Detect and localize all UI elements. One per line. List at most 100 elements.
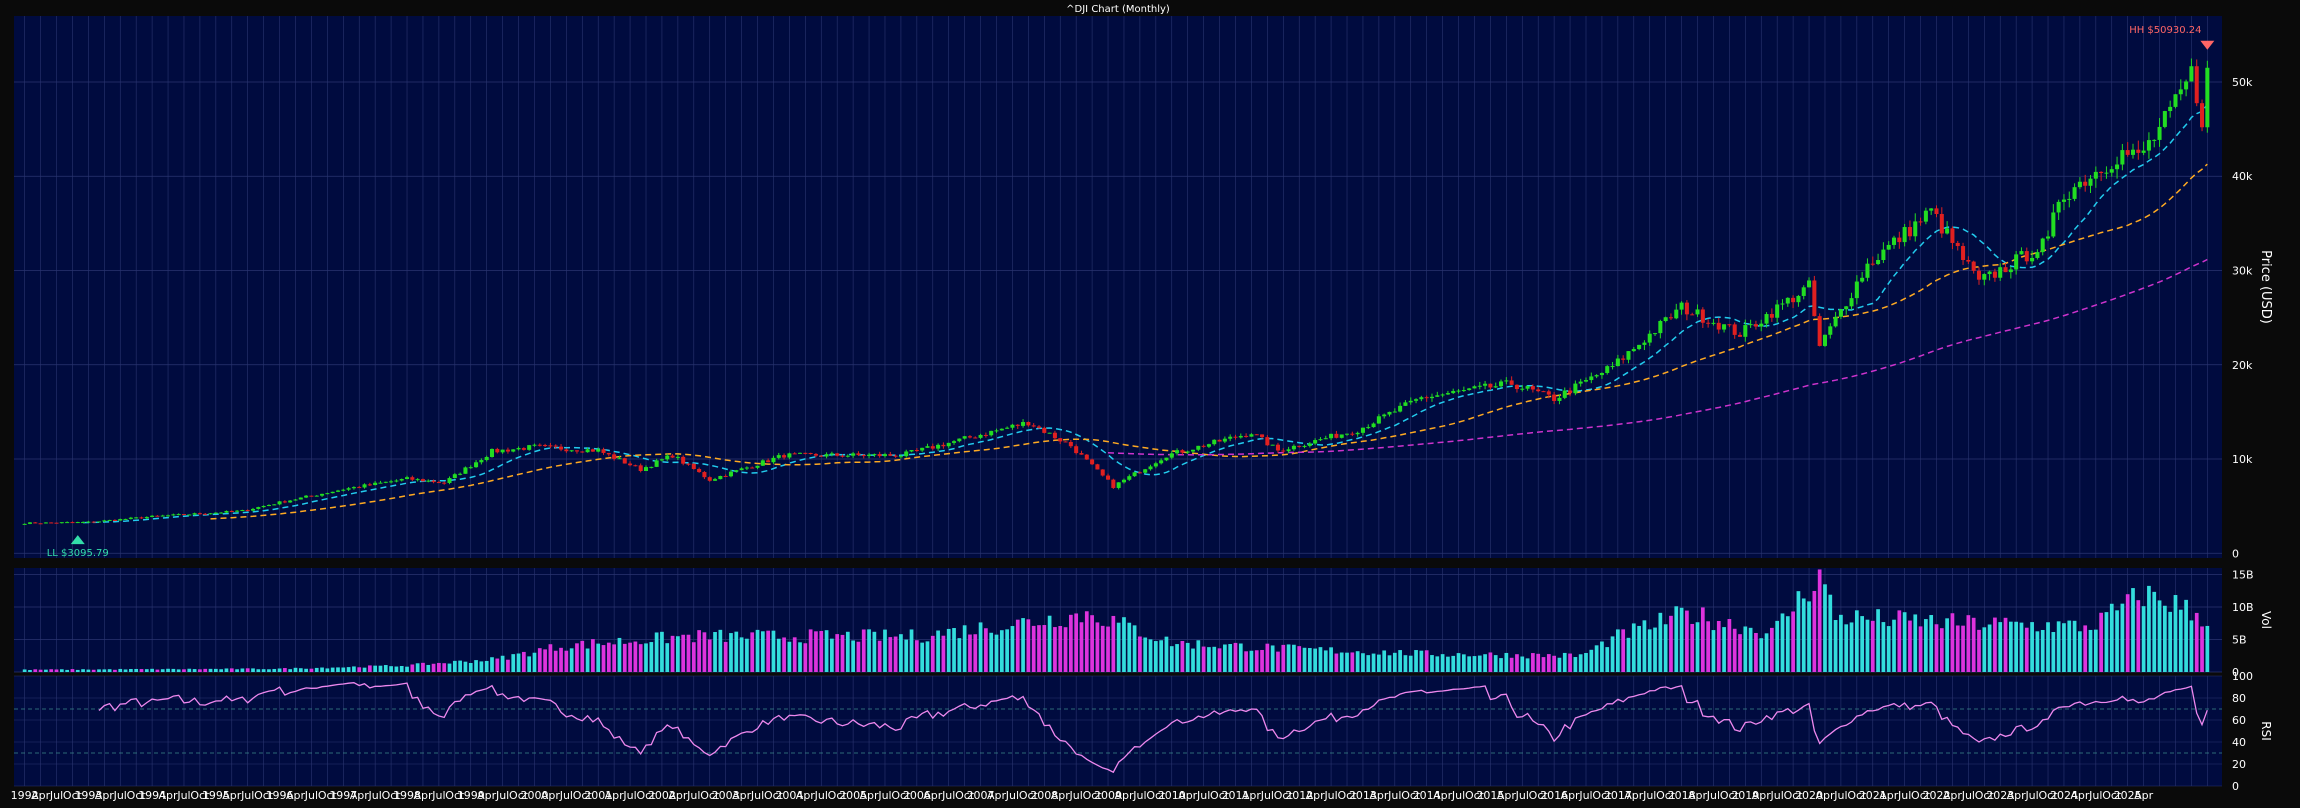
volume-bar [235, 669, 239, 672]
candle-body [713, 479, 718, 481]
volume-bar [750, 632, 755, 672]
candle-body [516, 448, 521, 450]
candle-body [43, 522, 48, 524]
candle-body [1169, 453, 1174, 458]
x-tick-label: Oct [1592, 789, 1612, 802]
volume-bar [251, 668, 255, 672]
volume-bar [2200, 626, 2204, 672]
candle-body [112, 519, 117, 521]
candle-body [1700, 309, 1705, 323]
volume-bar [1329, 647, 1333, 672]
candle-body [1568, 390, 1573, 394]
candle-body [2046, 236, 2051, 239]
candle-body [957, 438, 962, 442]
candle-body [1371, 423, 1376, 428]
x-tick-label: Jul [1387, 789, 1401, 802]
candle-body [298, 497, 303, 500]
x-tick-label: 1992 [11, 789, 39, 802]
volume-bar [824, 630, 829, 672]
candle-body [1015, 424, 1020, 426]
candle-body [1637, 344, 1642, 350]
volume-tick-label: 10B [2232, 601, 2254, 614]
x-tick-label: Jul [368, 789, 382, 802]
volume-bar [341, 667, 346, 672]
volume-bar [723, 641, 728, 672]
candle-body [659, 459, 664, 461]
candle-body [1785, 297, 1790, 304]
candle-body [373, 482, 378, 486]
volume-bar [1047, 615, 1052, 672]
candle-body [1514, 384, 1519, 390]
volume-bar [792, 637, 797, 672]
x-tick-label: Oct [700, 789, 720, 802]
volume-bar [585, 648, 590, 672]
candle-body [187, 514, 192, 516]
candle-body [1360, 427, 1365, 433]
candle-body [1079, 453, 1084, 455]
volume-bar [1791, 611, 1795, 672]
volume-bar [1743, 626, 1748, 672]
candle-body [1929, 208, 1934, 211]
candle-body [2056, 201, 2061, 213]
x-tick-label: Oct [2039, 789, 2059, 802]
volume-bar [527, 656, 532, 672]
price-axis-label: Price (USD) [2258, 250, 2273, 324]
volume-bar [909, 629, 914, 672]
candle-body [1260, 434, 1265, 438]
volume-bar [2152, 591, 2157, 672]
volume-bar [2178, 609, 2183, 672]
volume-bar [851, 640, 855, 672]
volume-bar [1913, 614, 1918, 672]
volume-bar [293, 667, 298, 672]
candle-body [612, 454, 617, 459]
volume-bar [670, 635, 675, 672]
candle-body [383, 481, 388, 483]
candle-body [702, 472, 707, 478]
volume-bar [2109, 603, 2114, 672]
candle-body [468, 467, 473, 469]
volume-bar [1844, 624, 1849, 672]
candle-body [272, 504, 277, 506]
candle-body [1217, 439, 1222, 442]
candle-body [1891, 237, 1897, 245]
volume-bar [2125, 594, 2130, 672]
candle-body [766, 460, 771, 463]
candle-body [782, 455, 787, 458]
x-tick-label: Apr [1624, 789, 1644, 802]
x-tick-label: Oct [636, 789, 656, 802]
candle-body [1849, 298, 1854, 307]
volume-bar [2067, 620, 2072, 672]
candle-body [1392, 411, 1397, 413]
volume-bar [330, 667, 335, 672]
volume-bar [1918, 626, 1923, 672]
ll-label: LL $3095.79 [47, 548, 109, 559]
candle-body [808, 453, 813, 455]
volume-bar [1902, 612, 1907, 672]
candle-body [1382, 414, 1387, 417]
volume-bar [1307, 648, 1312, 672]
candle-body [978, 434, 983, 438]
volume-bar [771, 630, 776, 672]
volume-bar [2072, 620, 2077, 672]
volume-bar [1854, 610, 1859, 672]
candle-body [357, 487, 362, 489]
volume-bar [336, 667, 340, 672]
volume-bar [622, 643, 627, 672]
candle-body [930, 446, 935, 449]
candle-body [2200, 103, 2205, 128]
candle-body [86, 521, 91, 523]
volume-bar [367, 665, 372, 672]
volume-bar [1504, 652, 1509, 672]
volume-bar [1403, 655, 1408, 672]
candle-body [1870, 263, 1875, 265]
volume-bar [1398, 650, 1402, 672]
x-tick-label: 2020 [1795, 789, 1823, 802]
candle-body [2030, 257, 2035, 262]
volume-bar [2014, 621, 2019, 672]
candle-body [941, 444, 946, 447]
volume-bar [1647, 629, 1652, 672]
volume-bar [2157, 600, 2162, 672]
volume-bar [468, 662, 473, 672]
volume-bar [745, 638, 749, 672]
candle-body [681, 456, 686, 464]
